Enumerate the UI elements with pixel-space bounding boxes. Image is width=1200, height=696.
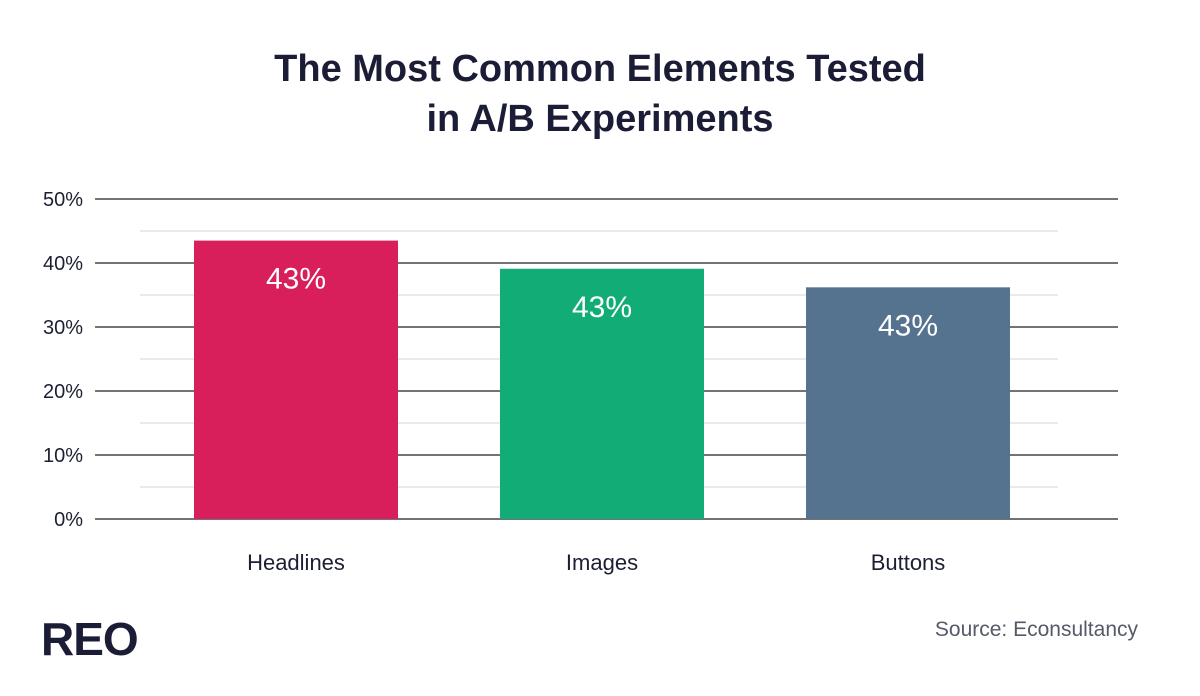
y-tick-label: 50% — [43, 189, 83, 211]
reo-logo: REO — [40, 612, 139, 665]
bar-images — [500, 268, 704, 519]
x-category-label: Images — [566, 550, 638, 575]
chart-title-line-1: The Most Common Elements Tested — [274, 48, 926, 90]
logo-text: REO — [41, 613, 139, 665]
x-category-label: Headlines — [247, 550, 345, 575]
bar-headlines — [194, 240, 398, 519]
y-tick-label: 20% — [43, 381, 83, 403]
logo-stripes-icon — [40, 646, 50, 656]
y-tick-label: 0% — [54, 509, 83, 531]
chart-title: The Most Common Elements Tested in A/B E… — [0, 44, 1200, 144]
source-note: Source: Econsultancy — [934, 618, 1138, 641]
y-tick-label: 30% — [43, 317, 83, 339]
data-label: 43% — [878, 309, 938, 342]
data-label: 43% — [572, 291, 632, 324]
bar-buttons — [806, 287, 1010, 519]
y-tick-label: 40% — [43, 253, 83, 275]
chart-title-line-2: in A/B Experiments — [426, 98, 774, 140]
y-tick-label: 10% — [43, 445, 83, 467]
x-category-label: Buttons — [871, 550, 946, 575]
data-label: 43% — [266, 263, 326, 296]
